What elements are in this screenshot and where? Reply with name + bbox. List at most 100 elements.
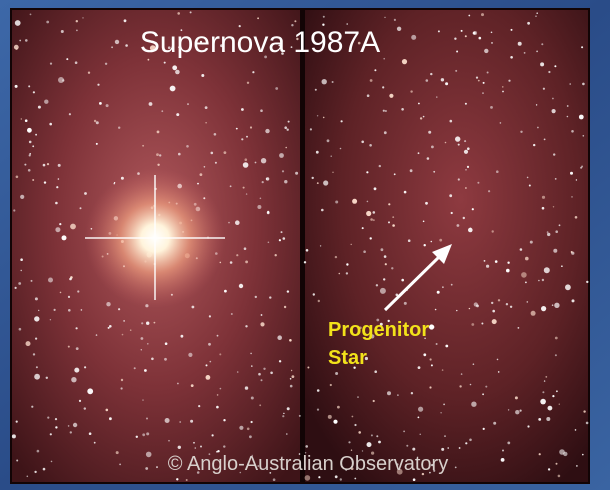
- star: [413, 478, 416, 481]
- star: [471, 402, 476, 407]
- star: [283, 413, 284, 414]
- star: [190, 11, 192, 13]
- star: [186, 145, 189, 148]
- star: [55, 426, 57, 428]
- star: [441, 448, 444, 451]
- star: [467, 147, 470, 150]
- star: [380, 288, 386, 294]
- star: [554, 65, 556, 67]
- star: [13, 209, 15, 211]
- star: [190, 420, 193, 423]
- star: [159, 154, 161, 156]
- star: [281, 231, 283, 233]
- star: [200, 173, 203, 176]
- star: [260, 109, 263, 112]
- star: [463, 217, 465, 219]
- star: [18, 282, 21, 285]
- star: [38, 106, 41, 109]
- star: [401, 108, 404, 111]
- star: [518, 42, 522, 46]
- star: [391, 267, 393, 269]
- star: [418, 366, 421, 369]
- star: [14, 45, 19, 50]
- star: [541, 306, 546, 311]
- star: [224, 151, 227, 154]
- star: [94, 120, 96, 122]
- star: [84, 407, 86, 409]
- star: [459, 447, 461, 449]
- star: [418, 152, 420, 154]
- star: [43, 468, 46, 471]
- star: [381, 248, 384, 251]
- star: [69, 278, 72, 281]
- star: [465, 187, 467, 189]
- star: [46, 21, 49, 24]
- star: [88, 72, 90, 74]
- star: [561, 265, 563, 267]
- star: [317, 389, 320, 392]
- star: [142, 433, 145, 436]
- star: [224, 290, 227, 293]
- star: [502, 86, 503, 87]
- star: [425, 202, 428, 205]
- star: [539, 453, 541, 455]
- star: [402, 59, 407, 64]
- star: [165, 342, 168, 345]
- star: [555, 230, 558, 233]
- star: [76, 20, 78, 22]
- star: [191, 384, 194, 387]
- star: [426, 79, 429, 82]
- star: [351, 450, 352, 451]
- star: [394, 19, 396, 21]
- star: [178, 153, 181, 156]
- star: [109, 417, 112, 420]
- star: [267, 211, 270, 214]
- star: [535, 15, 537, 17]
- star: [156, 466, 158, 468]
- star: [49, 123, 52, 126]
- star: [467, 166, 469, 168]
- star: [187, 103, 189, 105]
- star: [237, 371, 239, 373]
- star: [147, 343, 149, 345]
- star: [54, 309, 56, 311]
- star: [328, 415, 332, 419]
- star: [486, 265, 489, 268]
- star: [76, 347, 79, 350]
- star: [87, 388, 93, 394]
- star: [330, 384, 332, 386]
- star: [465, 103, 467, 105]
- star: [142, 399, 143, 400]
- star: [81, 309, 83, 311]
- star: [28, 169, 31, 172]
- star: [288, 121, 290, 123]
- star: [473, 363, 475, 365]
- star: [251, 421, 253, 423]
- star: [552, 98, 554, 100]
- star: [317, 115, 318, 116]
- star: [55, 227, 60, 232]
- star: [367, 442, 372, 447]
- star: [25, 39, 28, 42]
- star: [455, 467, 457, 469]
- star: [543, 88, 545, 90]
- star: [439, 239, 442, 242]
- star: [27, 476, 29, 478]
- star: [429, 324, 434, 329]
- star: [261, 158, 266, 163]
- star: [96, 121, 99, 124]
- star: [121, 379, 123, 381]
- star: [408, 239, 411, 242]
- star: [582, 83, 585, 86]
- star: [527, 22, 530, 25]
- star: [172, 65, 177, 70]
- star: [471, 323, 474, 326]
- star: [250, 126, 252, 128]
- star: [435, 309, 437, 311]
- star: [378, 441, 381, 444]
- star: [470, 227, 472, 229]
- star: [483, 82, 485, 84]
- star: [208, 343, 211, 346]
- star: [571, 251, 573, 253]
- star: [410, 90, 412, 92]
